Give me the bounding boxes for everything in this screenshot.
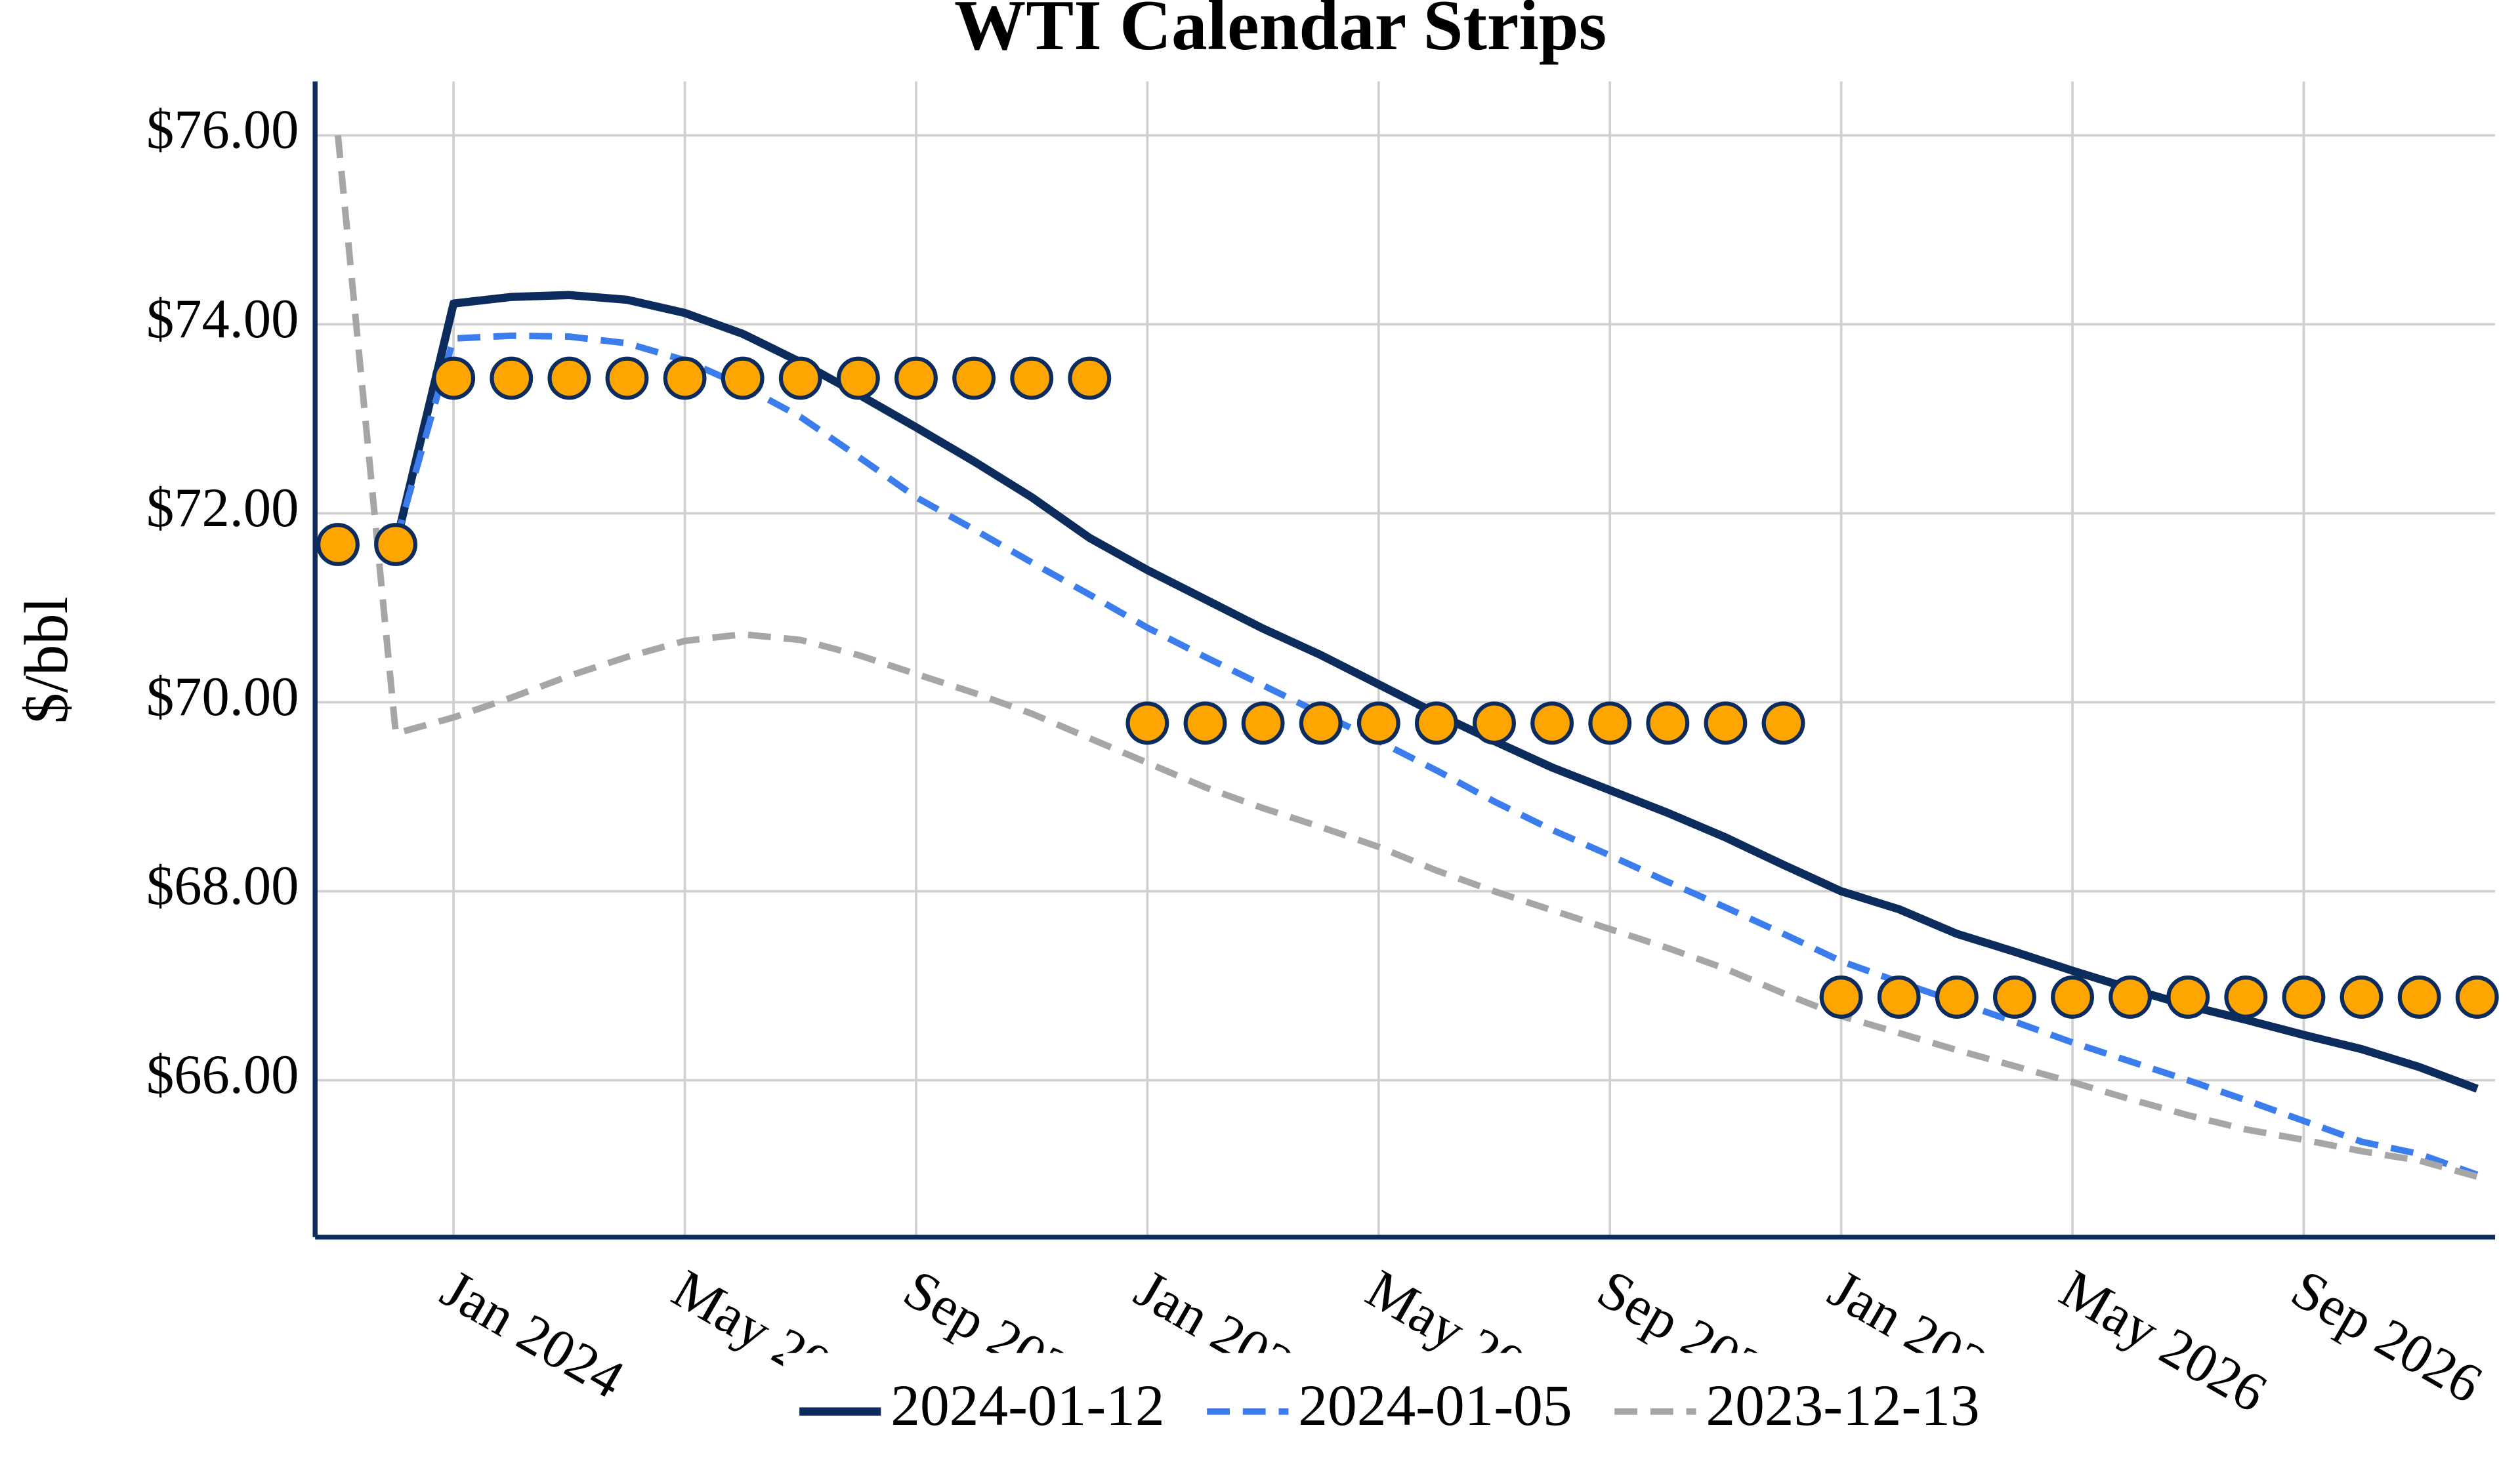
series-line	[392, 291, 2479, 1093]
marker	[894, 356, 938, 400]
marker	[1299, 701, 1343, 745]
marker	[1473, 701, 1516, 745]
marker	[1125, 701, 1169, 745]
series-line	[335, 134, 2479, 1180]
legend-background	[783, 1353, 2055, 1480]
marker	[2340, 976, 2384, 1019]
marker	[1819, 976, 1863, 1019]
x-tick-label: May 2026	[2050, 1258, 2277, 1424]
marker	[1530, 701, 1574, 745]
marker	[2282, 976, 2326, 1019]
marker	[952, 356, 996, 400]
marker	[374, 523, 417, 566]
marker	[2051, 976, 2094, 1019]
y-tick-label: $72.00	[146, 478, 299, 539]
y-tick-label: $70.00	[146, 667, 299, 728]
marker	[778, 356, 822, 400]
series-line	[392, 332, 2479, 1178]
y-tick-label: $76.00	[146, 100, 299, 161]
x-tick-label: Sep 2026	[2281, 1258, 2492, 1415]
marker	[721, 356, 765, 400]
marker	[2397, 976, 2441, 1019]
y-tick-label: $66.00	[146, 1044, 299, 1105]
marker	[1183, 701, 1227, 745]
marker	[2224, 976, 2268, 1019]
marker	[1588, 701, 1632, 745]
marker	[1010, 356, 1054, 400]
marker	[2109, 976, 2152, 1019]
legend-label: 2024-01-12	[891, 1373, 1164, 1438]
x-tick-label: Jan 2024	[431, 1258, 634, 1410]
marker	[1877, 976, 1921, 1019]
marker	[1704, 701, 1748, 745]
marker	[1993, 976, 2036, 1019]
marker	[1356, 701, 1400, 745]
chart-title: WTI Calendar Strips	[954, 0, 1606, 65]
marker	[1761, 701, 1805, 745]
marker	[490, 356, 534, 400]
marker	[1414, 701, 1458, 745]
marker	[663, 356, 707, 400]
marker	[432, 356, 476, 400]
marker	[316, 523, 360, 566]
marker	[1068, 356, 1112, 400]
marker	[547, 356, 591, 400]
marker	[2166, 976, 2210, 1019]
marker	[605, 356, 649, 400]
y-tick-label: $68.00	[146, 855, 299, 916]
legend-label: 2024-01-05	[1298, 1373, 1572, 1438]
y-axis-title: $/bbl	[12, 596, 81, 724]
legend-label: 2023-12-13	[1706, 1373, 1979, 1438]
y-tick-label: $74.00	[146, 289, 299, 350]
marker	[1241, 701, 1285, 745]
marker	[836, 356, 880, 400]
marker	[1646, 701, 1690, 745]
marker	[2455, 976, 2499, 1019]
marker	[1935, 976, 1979, 1019]
